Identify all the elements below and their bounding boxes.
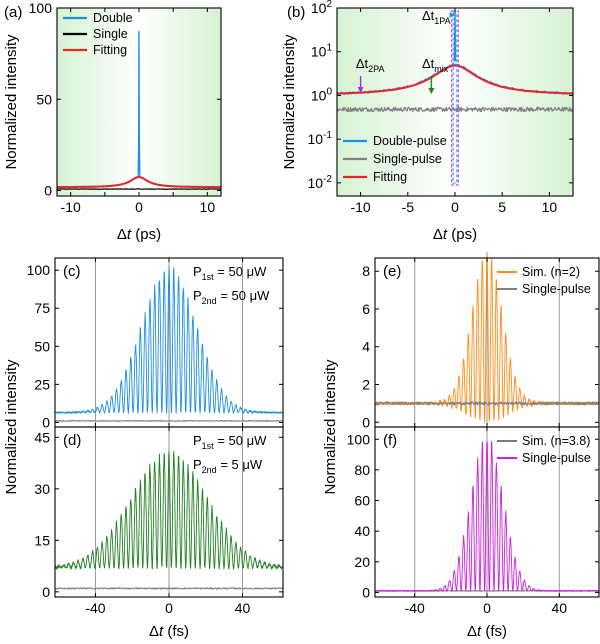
y-tick-label: 25	[34, 376, 50, 392]
x-tick-label: 10	[542, 199, 558, 215]
arrow-head	[357, 87, 364, 93]
y-tick-label: 60	[354, 493, 370, 509]
panel-d: -40 0 40 0 15 30 45 P1st = 50 μW P2nd = 5 μW (d) Δ…	[3, 359, 284, 640]
y-tick-label: 2	[362, 377, 370, 393]
panel-label: (b)	[287, 4, 305, 21]
series-single-pulse	[54, 587, 284, 590]
x-tick-label: 0	[165, 600, 173, 616]
series-single-pulse	[54, 419, 283, 422]
legend-label: Double	[93, 11, 133, 25]
y-tick-label: 50	[34, 338, 50, 354]
y-tick-label: 6	[362, 301, 370, 317]
power-annotation: P2nd = 50 μW	[193, 288, 270, 306]
series-double-pulse	[54, 450, 284, 570]
y-axis-label: Normalized intensity	[3, 34, 20, 170]
legend-label: Sim. (n=3.8)	[522, 434, 590, 448]
y-tick-label: 100	[347, 431, 371, 447]
x-tick-label: 10	[200, 199, 216, 215]
arrow-head	[449, 12, 455, 18]
y-axis-label: Normalized intensity	[281, 34, 298, 170]
y-tick-label: 20	[354, 554, 370, 570]
x-tick-label: 0	[135, 199, 143, 215]
x-tick-label: -40	[405, 600, 425, 616]
y-tick-label: 100	[27, 262, 51, 278]
panel-label: (d)	[63, 432, 81, 449]
y-tick-label: 10-2	[308, 174, 333, 191]
y-tick-label: 102	[311, 0, 333, 16]
panel-e: 0 2 4 6 8 Sim. (n=2) Single-pulse (e)	[362, 251, 600, 430]
y-axis-label: Normalized intensity	[3, 359, 20, 495]
power-annotation: P2nd = 5 μW	[193, 457, 263, 475]
panel-c: 0 25 50 75 100 P1st = 50 μW P2nd = 50 μW (c)	[27, 257, 284, 430]
y-tick-label: 0	[42, 584, 50, 600]
y-tick-label: 100	[311, 86, 333, 103]
x-tick-label: 5	[498, 199, 506, 215]
x-axis-label: Δt (fs)	[149, 623, 189, 640]
panel-label: (a)	[4, 4, 22, 21]
panel-b: -10 -5 0 5 10 10-2 10-1 100 101 102 Δt1PA Δtmix Δt2P…	[281, 0, 574, 243]
x-tick-label: 0	[451, 199, 459, 215]
y-tick-label: 0	[362, 414, 370, 430]
y-tick-label: 10-1	[308, 130, 333, 147]
series-single	[56, 188, 222, 190]
y-tick-label: 30	[34, 481, 50, 497]
series-fitting	[56, 176, 222, 189]
x-tick-label: 40	[551, 600, 567, 616]
y-tick-label: 15	[34, 532, 50, 548]
y-tick-label: 40	[354, 523, 370, 539]
y-tick-label: 100	[29, 0, 53, 16]
series-double-spike	[137, 31, 141, 176]
series-single-pulse	[374, 401, 600, 406]
series-single-pulse	[374, 440, 600, 592]
series-single-pulse	[336, 106, 574, 113]
legend-label: Single-pulse	[373, 152, 442, 166]
y-tick-label: 8	[362, 263, 370, 279]
annotation-1pa: Δt1PA	[422, 8, 451, 26]
panel-label: (c)	[63, 263, 81, 280]
annotation-mix: Δtmix	[422, 56, 449, 74]
y-tick-label: 50	[36, 91, 52, 107]
arrow-head	[428, 88, 435, 94]
x-tick-label: 40	[235, 600, 251, 616]
y-tick-label: 101	[311, 43, 333, 60]
x-tick-label: 0	[483, 600, 491, 616]
x-tick-label: -10	[61, 199, 81, 215]
panel-label: (e)	[383, 263, 401, 280]
x-axis-label: Δt (ps)	[433, 226, 477, 243]
y-tick-label: 0	[42, 414, 50, 430]
legend-label: Fitting	[93, 43, 127, 57]
legend-label: Single-pulse	[522, 451, 591, 465]
y-tick-label: 75	[34, 300, 50, 316]
power-annotation: P1st = 50 μW	[193, 264, 267, 282]
legend-label: Single-pulse	[522, 282, 591, 296]
annotation-2pa: Δt2PA	[356, 56, 385, 74]
legend-label: Sim. (n=2)	[522, 265, 580, 279]
legend-label: Double-pulse	[373, 134, 447, 148]
x-axis-label: Δt (ps)	[117, 226, 161, 243]
x-axis-label: Δt (fs)	[467, 623, 507, 640]
series-double-spike	[453, 10, 457, 62]
y-tick-label: 4	[362, 339, 370, 355]
power-annotation: P1st = 50 μW	[193, 433, 267, 451]
series-double-pulse	[54, 266, 284, 414]
y-tick-label: 0	[362, 584, 370, 600]
y-tick-label: 0	[44, 183, 52, 199]
highlight-box-inner	[452, 12, 458, 184]
legend-label: Single	[93, 27, 128, 41]
x-tick-label: -10	[350, 199, 370, 215]
panel-label: (f)	[383, 432, 397, 449]
x-tick-label: -5	[402, 199, 415, 215]
y-tick-label: 80	[354, 462, 370, 478]
legend-label: Fitting	[373, 170, 407, 184]
y-tick-label: 45	[34, 429, 50, 445]
y-axis-label: Normalized intensity	[322, 359, 339, 495]
x-tick-label: -40	[85, 600, 105, 616]
series-fitting	[336, 64, 574, 95]
